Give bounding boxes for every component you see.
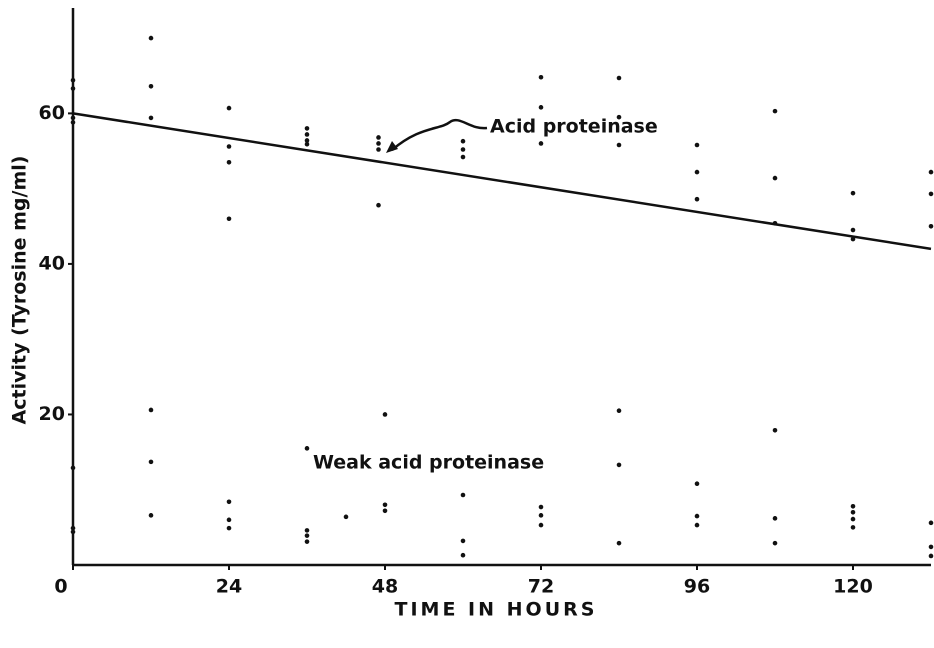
data-point xyxy=(850,503,856,509)
data-point xyxy=(850,516,856,522)
data-point xyxy=(850,236,856,242)
y-tick-label: 20 xyxy=(39,403,65,425)
data-point xyxy=(460,552,466,558)
x-tick-label: 24 xyxy=(216,576,242,598)
data-point xyxy=(772,175,778,181)
data-point xyxy=(70,120,76,125)
data-point xyxy=(460,154,466,160)
data-point xyxy=(460,492,466,498)
data-point xyxy=(928,553,934,559)
y-axis-label: Activity (Tyrosine mg/ml) xyxy=(9,156,31,425)
data-point xyxy=(694,481,700,487)
data-point xyxy=(616,114,622,120)
x-tick-label: 96 xyxy=(684,576,710,598)
y-tick-label: 60 xyxy=(39,102,65,124)
data-point xyxy=(694,196,700,202)
data-point xyxy=(226,216,232,222)
data-point xyxy=(460,538,466,544)
data-point xyxy=(148,83,154,89)
data-point xyxy=(616,75,622,81)
annotation: Acid proteinase xyxy=(490,116,658,138)
data-point xyxy=(376,202,381,208)
data-point xyxy=(772,108,778,114)
data-point xyxy=(70,525,76,531)
data-point xyxy=(694,169,700,175)
data-point xyxy=(694,142,700,148)
data-point xyxy=(376,141,381,146)
data-point xyxy=(772,516,778,521)
data-point xyxy=(226,105,232,111)
data-point xyxy=(538,105,544,110)
data-point xyxy=(928,544,934,550)
data-point xyxy=(304,446,310,451)
data-point xyxy=(148,513,154,518)
data-point xyxy=(850,227,856,233)
data-point xyxy=(460,147,466,152)
data-point xyxy=(460,138,466,144)
data-point xyxy=(928,191,934,197)
x-tick-label: 120 xyxy=(833,576,873,598)
annotation-arrow xyxy=(391,119,488,151)
data-point xyxy=(376,135,381,140)
data-point xyxy=(538,504,544,510)
data-point xyxy=(382,508,388,514)
data-point xyxy=(70,77,76,83)
data-point xyxy=(304,528,310,533)
x-tick-label: 0 xyxy=(54,576,67,598)
data-point xyxy=(616,540,622,546)
data-point xyxy=(70,465,76,471)
data-point xyxy=(850,510,856,515)
data-point xyxy=(376,147,381,152)
data-point xyxy=(616,142,622,148)
x-axis-label: TIME IN HOURS xyxy=(395,599,598,621)
data-point xyxy=(694,513,700,519)
data-point xyxy=(382,502,388,508)
data-point xyxy=(304,539,310,544)
data-point xyxy=(928,223,934,229)
fit-line xyxy=(72,112,932,251)
data-point xyxy=(226,499,232,505)
data-point xyxy=(226,144,232,149)
arrow-head xyxy=(386,141,398,153)
data-point xyxy=(538,74,544,80)
data-point xyxy=(148,115,154,121)
data-point xyxy=(304,533,310,538)
data-point xyxy=(226,160,232,165)
data-point xyxy=(772,427,778,433)
data-point xyxy=(304,141,310,147)
data-point xyxy=(850,525,856,530)
data-point xyxy=(616,408,622,413)
data-point xyxy=(70,115,76,121)
data-point xyxy=(304,132,310,137)
data-point xyxy=(850,190,856,196)
data-point xyxy=(928,520,934,526)
data-point xyxy=(772,220,778,226)
data-point xyxy=(226,517,232,523)
data-point xyxy=(538,522,544,528)
data-point xyxy=(226,525,232,531)
x-tick-label: 48 xyxy=(372,576,398,598)
data-point xyxy=(148,35,154,41)
data-point xyxy=(538,141,544,146)
data-point xyxy=(616,462,622,468)
data-point xyxy=(304,126,310,131)
data-point xyxy=(70,86,76,91)
data-point xyxy=(304,138,310,143)
data-point xyxy=(538,513,544,518)
data-point xyxy=(382,412,388,417)
x-tick-label: 72 xyxy=(528,576,554,598)
data-point xyxy=(148,459,154,465)
annotation: Weak acid proteinase xyxy=(313,452,544,474)
data-point xyxy=(772,540,778,546)
y-tick-label: 40 xyxy=(39,252,65,274)
data-point xyxy=(70,529,76,535)
data-point xyxy=(928,169,934,175)
data-point xyxy=(343,514,349,520)
data-point xyxy=(148,407,154,413)
data-point xyxy=(694,522,700,528)
